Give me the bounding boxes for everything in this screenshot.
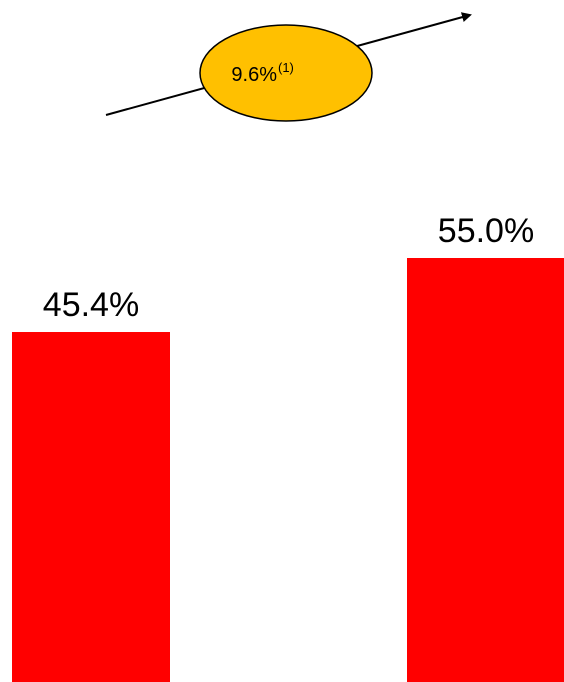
value-label-1: 45.4%: [43, 286, 139, 324]
growth-bubble-value: 9.6%: [231, 64, 277, 86]
growth-bubble-note: (1): [278, 60, 294, 75]
growth-annotation: 9.6% (1): [105, 12, 472, 122]
value-label-2: 55.0%: [438, 212, 534, 250]
bars-group: [12, 258, 564, 682]
value-labels-group: 45.4% 55.0%: [43, 212, 534, 324]
bar-2: [407, 258, 564, 682]
growth-bubble: [199, 24, 373, 122]
bar-1: [12, 332, 170, 682]
